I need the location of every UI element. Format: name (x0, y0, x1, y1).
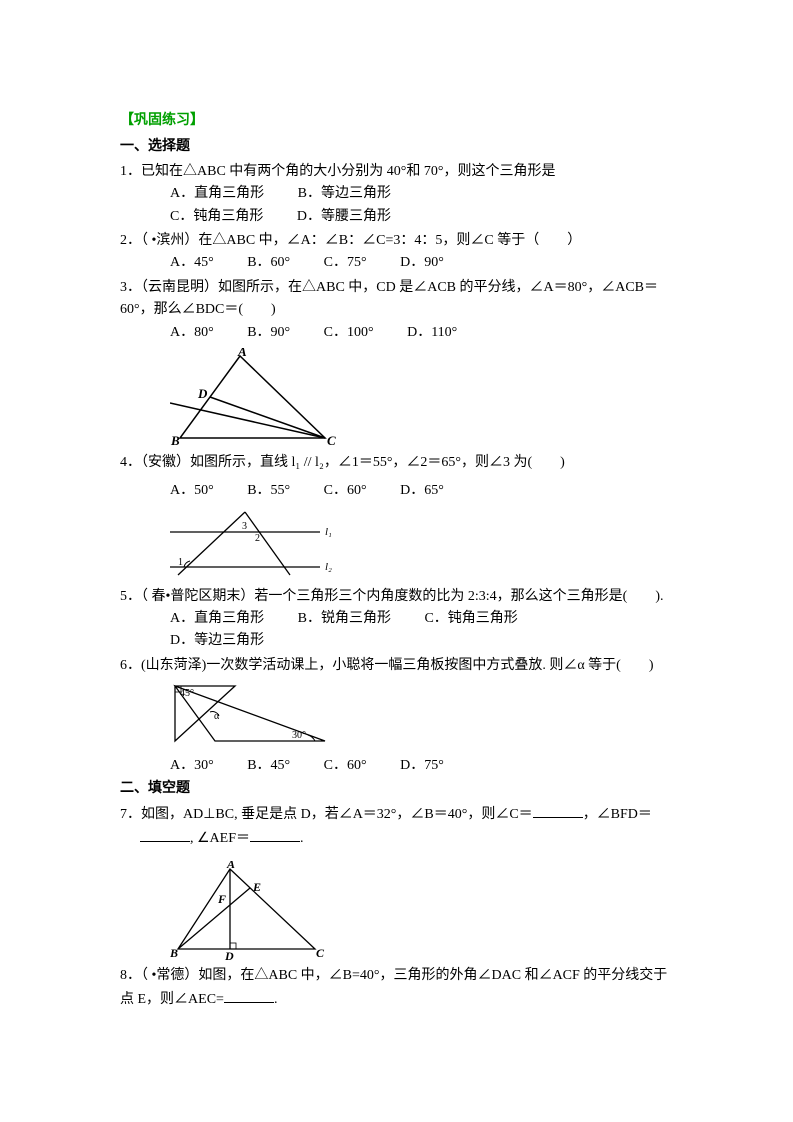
q7-blank3 (250, 826, 300, 842)
fig7-E: E (252, 880, 261, 894)
q6-optB: B．45° (247, 755, 290, 777)
q8-num: 8． (120, 968, 141, 983)
fig7-B: B (170, 946, 178, 960)
section2-title: 二、填空题 (120, 778, 673, 800)
q5-optC: C．钝角三角形 (424, 608, 517, 630)
figure-q6: 45° α 30° (170, 681, 673, 751)
question-7: 7．如图，AD⊥BC, 垂足是点 D，若∠A＝32°，∠B＝40°，则∠C＝ ，∠… (120, 802, 673, 851)
figure-q4: l₁ l₂ 3 2 1 (170, 507, 673, 582)
question-3: 3．（云南昆明）如图所示，在△ABC 中，CD 是∠ACB 的平分线，∠A＝80… (120, 277, 673, 344)
q4-optC: C．60° (324, 480, 367, 502)
q1-num: 1． (120, 164, 141, 179)
q5-optA: A．直角三角形 (170, 608, 264, 630)
fig4-3: 3 (242, 521, 247, 532)
q1-optD: D．等腰三角形 (297, 206, 391, 228)
q3-optD: D．110° (407, 322, 457, 344)
fig4-1: 1 (178, 557, 183, 568)
q2-optC: C．75° (324, 252, 367, 274)
fig4-l2: l₂ (325, 561, 332, 573)
q3-num: 3． (120, 280, 141, 295)
fig6-30: 30° (292, 730, 306, 741)
q4-num: 4． (120, 455, 141, 470)
q2-optA: A．45° (170, 252, 214, 274)
fig7-D: D (224, 949, 234, 961)
fig4-l1: l₁ (325, 526, 332, 538)
page-header: 【巩固练习】 (120, 110, 673, 132)
q6-optC: C．60° (324, 755, 367, 777)
q6-optD: D．75° (400, 755, 444, 777)
fig7-A: A (226, 861, 235, 871)
figure-q3: A B C D (170, 348, 673, 448)
q4-optA: A．50° (170, 480, 214, 502)
question-8: 8．（ •常德）如图，在△ABC 中，∠B=40°，三角形的外角∠DAC 和∠A… (120, 965, 673, 1012)
q1-text: 已知在△ABC 中有两个角的大小分别为 40°和 70°，则这个三角形是 (141, 164, 555, 179)
q5-text: （ 春•普陀区期末）若一个三角形三个内角度数的比为 2:3:4，那么这个三角形是… (141, 589, 664, 604)
q7-text2: ，∠BFD＝ (583, 807, 652, 822)
q3-optC: C．100° (324, 322, 374, 344)
q6-text: (山东菏泽)一次数学活动课上，小聪将一幅三角板按图中方式叠放. 则∠α 等于( … (141, 658, 653, 673)
q6-options: A．30° B．45° C．60° D．75° (120, 755, 673, 777)
q5-optB: B．锐角三角形 (298, 608, 391, 630)
q2-optB: B．60° (247, 252, 290, 274)
q7-text4: . (300, 831, 304, 846)
q2-text: （ •滨州）在△ABC 中，∠A：∠B：∠C=3：4：5，则∠C 等于（ ） (141, 233, 581, 248)
q8-text2: . (274, 992, 278, 1007)
q7-blank2 (140, 826, 190, 842)
fig4-2: 2 (255, 533, 260, 544)
q7-num: 7． (120, 807, 141, 822)
question-2: 2．（ •滨州）在△ABC 中，∠A：∠B：∠C=3：4：5，则∠C 等于（ ）… (120, 230, 673, 275)
q8-text1: （ •常德）如图，在△ABC 中，∠B=40°，三角形的外角∠DAC 和∠ACF… (120, 968, 667, 1007)
q5-num: 5． (120, 589, 141, 604)
q8-blank (224, 987, 274, 1003)
fig7-C: C (316, 946, 325, 960)
question-1: 1．已知在△ABC 中有两个角的大小分别为 40°和 70°，则这个三角形是 A… (120, 161, 673, 228)
q7-text1: 如图，AD⊥BC, 垂足是点 D，若∠A＝32°，∠B＝40°，则∠C＝ (141, 807, 533, 822)
q2-num: 2． (120, 233, 141, 248)
q4-text: （安徽）如图所示，直线 l₁ // l₂，∠1＝55°，∠2＝65°，则∠3 为… (141, 455, 565, 470)
q6-num: 6． (120, 658, 141, 673)
q5-optD: D．等边三角形 (170, 630, 264, 652)
section1-title: 一、选择题 (120, 136, 673, 158)
fig3-labelC: C (327, 433, 336, 448)
fig3-labelB: B (170, 433, 180, 448)
fig3-labelA: A (237, 348, 247, 359)
q4-optB: B．55° (247, 480, 290, 502)
q4-optD: D．65° (400, 480, 444, 502)
question-4: 4．（安徽）如图所示，直线 l₁ // l₂，∠1＝55°，∠2＝65°，则∠3… (120, 452, 673, 503)
q3-optA: A．80° (170, 322, 214, 344)
q1-optC: C．钝角三角形 (170, 206, 263, 228)
q2-optD: D．90° (400, 252, 444, 274)
q3-text: （云南昆明）如图所示，在△ABC 中，CD 是∠ACB 的平分线，∠A＝80°，… (120, 280, 658, 317)
q7-text3: , ∠AEF＝ (190, 831, 250, 846)
figure-q7: A B C D E F (170, 861, 673, 961)
q3-optB: B．90° (247, 322, 290, 344)
fig3-labelD: D (197, 386, 208, 401)
question-5: 5．（ 春•普陀区期末）若一个三角形三个内角度数的比为 2:3:4，那么这个三角… (120, 586, 673, 653)
q1-optB: B．等边三角形 (298, 183, 391, 205)
fig6-45: 45° (180, 688, 194, 699)
q6-optA: A．30° (170, 755, 214, 777)
q7-blank1 (533, 802, 583, 818)
q1-optA: A．直角三角形 (170, 183, 264, 205)
fig7-F: F (217, 892, 226, 906)
question-6: 6．(山东菏泽)一次数学活动课上，小聪将一幅三角板按图中方式叠放. 则∠α 等于… (120, 655, 673, 677)
